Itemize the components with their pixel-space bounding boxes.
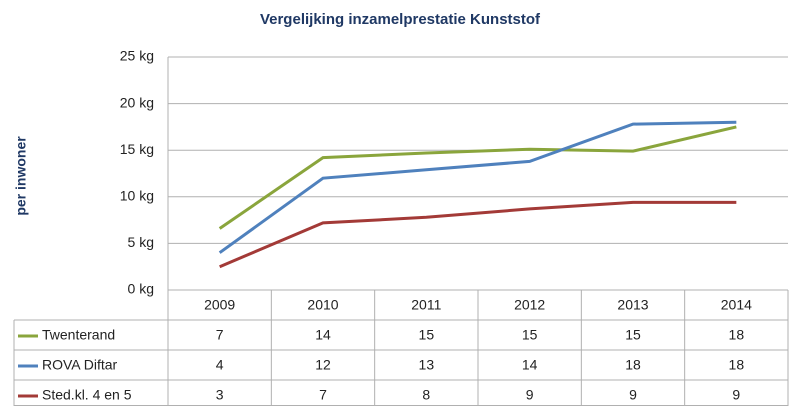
x-tick-label: 2009 — [204, 297, 235, 313]
x-tick-label: 2010 — [307, 297, 338, 313]
y-axis-label: per inwoner — [13, 136, 29, 216]
table-value: 18 — [729, 327, 745, 343]
y-tick-label: 0 kg — [128, 281, 154, 297]
table-value: 8 — [422, 387, 430, 403]
chart-title: Vergelijking inzamelprestatie Kunststof — [260, 11, 541, 28]
table-value: 12 — [315, 357, 331, 373]
table-value: 15 — [625, 327, 641, 343]
series-line — [218, 125, 737, 230]
x-tick-label: 2011 — [411, 297, 441, 313]
x-tick-label: 2013 — [617, 297, 648, 313]
series-line — [218, 120, 737, 254]
table-value: 15 — [522, 327, 538, 343]
table-value: 13 — [419, 357, 435, 373]
y-tick-label: 20 kg — [120, 94, 154, 110]
table-value: 7 — [319, 387, 327, 403]
table-value: 14 — [315, 327, 331, 343]
legend-label: Sted.kl. 4 en 5 — [42, 387, 132, 403]
table-value: 9 — [526, 387, 534, 403]
y-tick-label: 25 kg — [120, 48, 154, 64]
series-line — [219, 200, 737, 269]
y-tick-label: 15 kg — [120, 141, 154, 157]
table-value: 14 — [522, 357, 538, 373]
table-value: 4 — [216, 357, 224, 373]
legend-label: Twenterand — [42, 327, 115, 343]
table-value: 18 — [729, 357, 745, 373]
table-value: 9 — [732, 387, 740, 403]
table-value: 15 — [419, 327, 435, 343]
table-value: 3 — [216, 387, 224, 403]
table-value: 18 — [625, 357, 641, 373]
legend-label: ROVA Diftar — [42, 357, 118, 373]
table-value: 7 — [216, 327, 224, 343]
x-tick-label: 2014 — [721, 297, 752, 313]
x-tick-label: 2012 — [514, 297, 545, 313]
table-value: 9 — [629, 387, 637, 403]
y-tick-label: 10 kg — [120, 188, 154, 204]
y-tick-label: 5 kg — [128, 234, 154, 250]
